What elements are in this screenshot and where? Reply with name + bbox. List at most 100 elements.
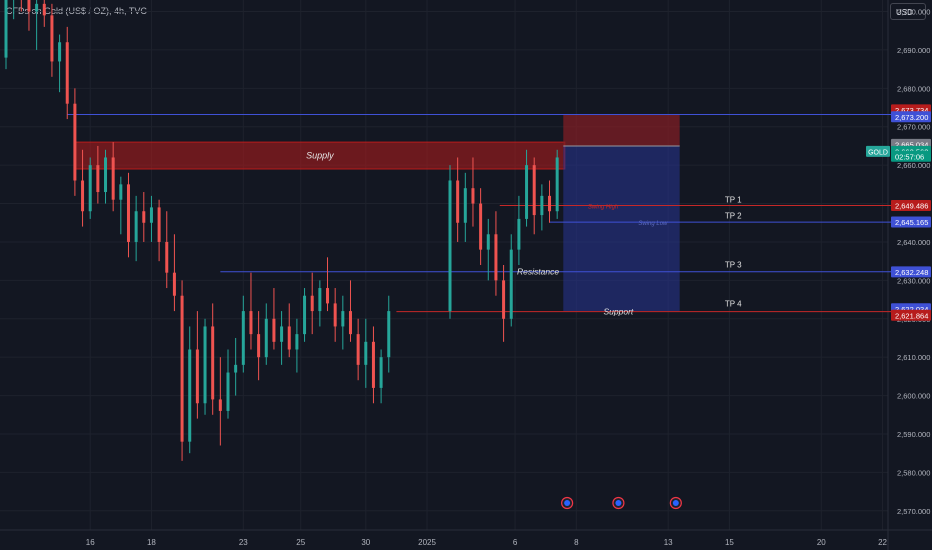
candle-body	[295, 334, 299, 350]
candle-body	[341, 311, 345, 327]
price-tag: 2,622.034	[895, 305, 928, 314]
candle-body	[448, 180, 452, 312]
candle-body	[471, 188, 475, 204]
candle-body	[142, 211, 146, 223]
price-tag: 2,673.734	[895, 106, 928, 115]
candle-body	[272, 318, 276, 342]
candle-body	[172, 272, 176, 296]
level-label: Resistance	[517, 267, 559, 277]
candle-body	[257, 334, 261, 358]
price-tick-label: 2,660.000	[897, 161, 930, 170]
price-tag-bg	[891, 216, 931, 228]
symbol-tag-bg	[866, 145, 890, 157]
candle-body	[287, 326, 291, 350]
candle-body	[348, 311, 352, 335]
flag-icon	[672, 500, 679, 506]
reward-zone	[563, 145, 680, 312]
candle-body	[264, 318, 268, 358]
candle-body	[134, 211, 138, 242]
candle-body	[180, 295, 184, 442]
price-tick-label: 2,590.000	[897, 430, 930, 439]
risk-zone	[563, 114, 680, 146]
price-tag: 2,665.034	[895, 140, 928, 149]
candle-body	[126, 184, 130, 242]
candle-body	[27, 0, 31, 12]
price-tick-label: 2,640.000	[897, 238, 930, 247]
candle-body	[540, 195, 544, 216]
price-tick-label: 2,580.000	[897, 468, 930, 477]
take-profit-label: TP 1	[725, 195, 742, 204]
price-tick-label: 2,630.000	[897, 276, 930, 285]
price-tick-label: 2,610.000	[897, 353, 930, 362]
candle-body	[149, 207, 153, 223]
price-tag: 2,645.165	[895, 218, 928, 227]
time-tick-label: 23	[239, 538, 248, 547]
candle-body	[65, 42, 69, 104]
price-tag-bg	[891, 150, 931, 162]
candle-body	[525, 165, 529, 219]
candle-body	[387, 311, 391, 358]
price-tick-label: 2,690.000	[897, 46, 930, 55]
take-profit-label: TP 4	[725, 299, 742, 308]
time-tick-label: 6	[513, 538, 518, 547]
candle-body	[241, 311, 245, 365]
candle-body	[371, 341, 375, 388]
candle-body	[81, 180, 85, 212]
candle-body	[509, 249, 513, 319]
candle-body	[4, 0, 8, 58]
candle-body	[326, 288, 330, 304]
time-tick-label: 8	[574, 538, 579, 547]
candle-body	[188, 349, 192, 442]
candle-body	[218, 399, 222, 411]
candle-body	[104, 157, 108, 193]
candle-body	[280, 326, 284, 342]
candle-body	[494, 234, 498, 281]
price-tick-label: 2,600.000	[897, 392, 930, 401]
currency-button[interactable]: USD	[890, 3, 926, 20]
supply-zone-label: Supply	[306, 151, 334, 161]
take-profit-label: TP 3	[725, 260, 742, 269]
flag-icon	[615, 500, 622, 506]
candle-body	[318, 288, 322, 312]
candle-body	[456, 180, 460, 223]
price-tag: 2,673.200	[895, 113, 928, 122]
candle-body	[111, 157, 115, 200]
candle-body	[226, 372, 230, 411]
candle-body	[479, 203, 483, 250]
candle-body	[234, 364, 238, 373]
candle-body	[42, 3, 46, 16]
time-tick-label: 16	[86, 538, 95, 547]
time-tick-label: 20	[817, 538, 826, 547]
candle-body	[502, 280, 506, 319]
price-tick-label: 2,570.000	[897, 507, 930, 516]
candle-body	[555, 157, 559, 212]
price-tag: 2,632.248	[895, 268, 928, 277]
candle-body	[486, 234, 490, 250]
candle-body	[333, 303, 337, 327]
candle-body	[195, 349, 199, 404]
candle-body	[364, 341, 368, 365]
price-tag-bg	[891, 199, 931, 211]
candle-body	[517, 218, 521, 250]
price-tick-label: 2,680.000	[897, 84, 930, 93]
price-tag: 2,621.864	[895, 311, 928, 320]
price-tag-bg	[891, 111, 931, 123]
candle-body	[463, 188, 467, 223]
chart-title: CFDs on Gold (US$ / OZ), 4h, TVC	[6, 6, 147, 16]
price-tag-bg	[891, 309, 931, 321]
level-label: Swing High	[588, 205, 619, 211]
candle-body	[35, 3, 39, 12]
time-tick-label: 30	[361, 538, 370, 547]
candle-body	[203, 326, 207, 404]
price-tag: 02:57:06	[895, 152, 924, 161]
time-tick-label: 2025	[418, 538, 436, 547]
price-tick-label: 2,700.000	[897, 8, 930, 17]
candle-body	[303, 295, 307, 335]
time-tick-label: 18	[147, 538, 156, 547]
price-tag-bg	[891, 266, 931, 278]
level-label: Swing Low	[638, 221, 668, 227]
level-label: Support	[604, 307, 634, 317]
candle-body	[88, 165, 92, 212]
candle-body	[58, 42, 62, 62]
